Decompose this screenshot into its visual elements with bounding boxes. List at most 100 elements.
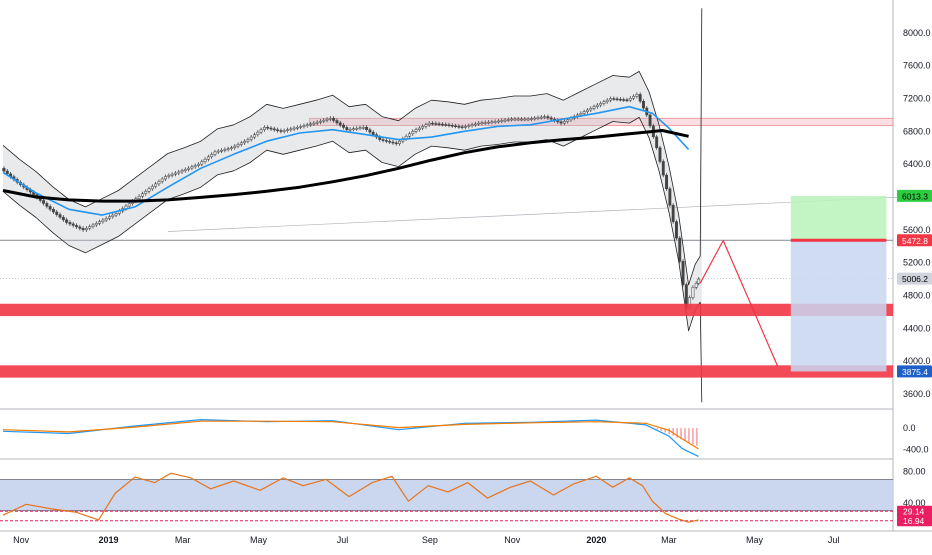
candle-body (582, 111, 586, 114)
candle-body (111, 214, 115, 217)
candle-body (2, 168, 6, 172)
time-tick-label: Sep (422, 535, 438, 545)
candle-body (180, 170, 184, 173)
bollinger-upper-line (2, 8, 703, 286)
price-tick-label: 3600.0 (903, 389, 931, 399)
price-label-box (897, 272, 932, 285)
candle-body (625, 99, 629, 102)
candle-body (318, 120, 322, 123)
candle-body (78, 226, 82, 229)
candle-body (381, 139, 385, 141)
candle-body (635, 94, 639, 97)
macd-histogram (656, 428, 698, 446)
candle-body (91, 224, 95, 227)
time-tick-label: May (250, 535, 268, 545)
candle-body (615, 98, 619, 101)
candle-body (464, 126, 467, 128)
candle-body (213, 151, 217, 155)
candle-body (691, 287, 695, 298)
time-tick-label: Mar (175, 535, 191, 545)
candle-body (266, 126, 270, 129)
candle-body (173, 172, 177, 175)
macd-signal-line (2, 420, 699, 450)
candle-body (490, 121, 494, 124)
candle-body (292, 127, 296, 130)
candle-body (589, 108, 593, 111)
time-tick-label: 2019 (98, 535, 118, 545)
rsi-tick-label: 40.00 (903, 498, 926, 508)
candle-body (450, 125, 454, 127)
candle-body (216, 150, 220, 153)
candle-body (371, 131, 375, 135)
candle-body (144, 191, 148, 194)
macd-tick-label: -400.0 (903, 444, 929, 454)
rsi-tick-label: 80.00 (903, 467, 926, 477)
candle-body (595, 104, 599, 107)
candle-body (513, 118, 517, 121)
ma-blue-line (2, 105, 690, 216)
candle-body (421, 126, 425, 129)
candle-body (638, 94, 642, 102)
candle-body (253, 134, 256, 138)
candle-body (154, 183, 158, 187)
candle-body (279, 130, 283, 132)
candle-body (61, 216, 65, 221)
candle-body (632, 96, 636, 99)
candle-body (309, 123, 313, 126)
candle-body (84, 227, 88, 231)
candle-body (470, 124, 474, 127)
candle-body (523, 118, 527, 121)
candle-body (411, 131, 415, 135)
candle-body (259, 129, 263, 133)
price-label-box (897, 189, 932, 202)
candle-body (628, 97, 632, 101)
candle-body (5, 170, 9, 175)
candle-body (384, 140, 388, 142)
trendline (167, 195, 932, 232)
candle-body (332, 117, 336, 121)
candle-body (335, 120, 339, 124)
candle-body (164, 176, 167, 180)
candle-body (315, 121, 319, 124)
candle-body (289, 128, 293, 131)
candle-body (345, 127, 349, 130)
candle-body (440, 123, 444, 126)
price-tick-label: 8000.0 (903, 28, 931, 38)
candle-body (543, 116, 547, 118)
candle-body (210, 154, 214, 158)
candle-body (177, 171, 181, 174)
candle-body (299, 126, 303, 128)
candle-body (246, 139, 250, 142)
candle-body (71, 223, 75, 226)
candle-body (529, 118, 533, 120)
candle-body (68, 222, 72, 225)
price-tick-label: 6800.0 (903, 126, 931, 136)
candle-body (167, 175, 171, 177)
candle-body (506, 119, 510, 121)
candle-body (140, 193, 144, 197)
time-tick-label: Jul (828, 535, 840, 545)
candle-body (127, 203, 131, 207)
projected-path-line (699, 239, 779, 367)
candle-body (388, 140, 392, 143)
rsi-band (0, 479, 893, 511)
candle-body (480, 122, 484, 125)
candle-body (302, 125, 306, 127)
price-tick-label: 4000.0 (903, 356, 931, 366)
price-tick-label: 5200.0 (903, 258, 931, 268)
rsi-level-label-box (897, 515, 932, 527)
candle-body (609, 98, 612, 101)
candle-body (150, 186, 154, 190)
candle-body (460, 126, 464, 129)
candle-body (286, 129, 289, 131)
price-label: 5006.2 (902, 274, 928, 284)
candle-body (262, 126, 266, 130)
candle-body (55, 211, 59, 215)
candle-body (338, 122, 342, 126)
candle-body (674, 221, 678, 239)
candle-body (477, 122, 481, 125)
candle-body (533, 117, 537, 120)
